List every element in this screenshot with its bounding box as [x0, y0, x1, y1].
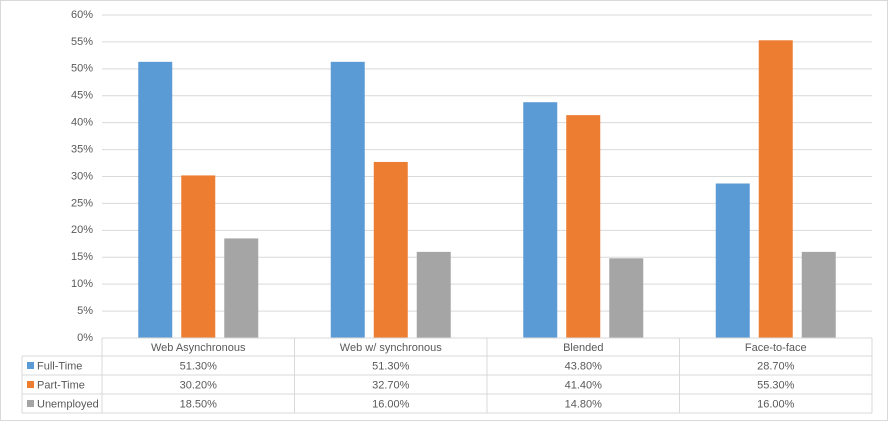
bar — [373, 161, 408, 338]
legend-key — [27, 381, 34, 388]
legend-key — [27, 400, 34, 407]
y-tick-label: 15% — [71, 251, 93, 263]
table-value: 43.80% — [565, 360, 603, 372]
y-tick-label: 35% — [71, 143, 93, 155]
table-value: 41.40% — [565, 379, 603, 391]
legend-key — [27, 362, 34, 369]
table-value: 55.30% — [757, 379, 795, 391]
x-tick-label: Blended — [563, 342, 603, 354]
y-tick-label: 30% — [71, 170, 93, 182]
bar — [330, 61, 365, 339]
bar — [224, 238, 259, 338]
bar — [138, 61, 173, 339]
legend-label: Full-Time — [37, 360, 82, 372]
y-tick-label: 10% — [71, 278, 93, 290]
y-tick-label: 0% — [77, 332, 93, 344]
y-tick-label: 40% — [71, 117, 93, 129]
table-value: 28.70% — [757, 360, 795, 372]
y-tick-label: 55% — [71, 36, 93, 48]
table-value: 18.50% — [180, 398, 218, 410]
bar — [523, 102, 558, 339]
table-value: 51.30% — [372, 360, 410, 372]
table-value: 32.70% — [372, 379, 410, 391]
bar — [609, 258, 644, 338]
y-tick-label: 50% — [71, 63, 93, 75]
x-tick-label: Face-to-face — [745, 342, 807, 354]
table-value: 51.30% — [180, 360, 218, 372]
y-tick-label: 20% — [71, 224, 93, 236]
bar — [181, 175, 216, 338]
bar — [416, 251, 451, 338]
y-tick-label: 25% — [71, 197, 93, 209]
bar — [715, 183, 750, 338]
bar — [758, 40, 793, 338]
table-value: 30.20% — [180, 379, 218, 391]
x-tick-label: Web Asynchronous — [151, 342, 246, 354]
bar — [566, 115, 601, 338]
table-value: 16.00% — [757, 398, 795, 410]
x-tick-label: Web w/ synchronous — [340, 342, 442, 354]
y-tick-label: 5% — [77, 305, 93, 317]
table-value: 14.80% — [565, 398, 603, 410]
table-value: 16.00% — [372, 398, 410, 410]
legend-label: Part-Time — [37, 379, 85, 391]
legend-label: Unemployed — [37, 398, 99, 410]
bar — [801, 251, 836, 338]
y-tick-label: 60% — [71, 9, 93, 21]
y-tick-label: 45% — [71, 90, 93, 102]
